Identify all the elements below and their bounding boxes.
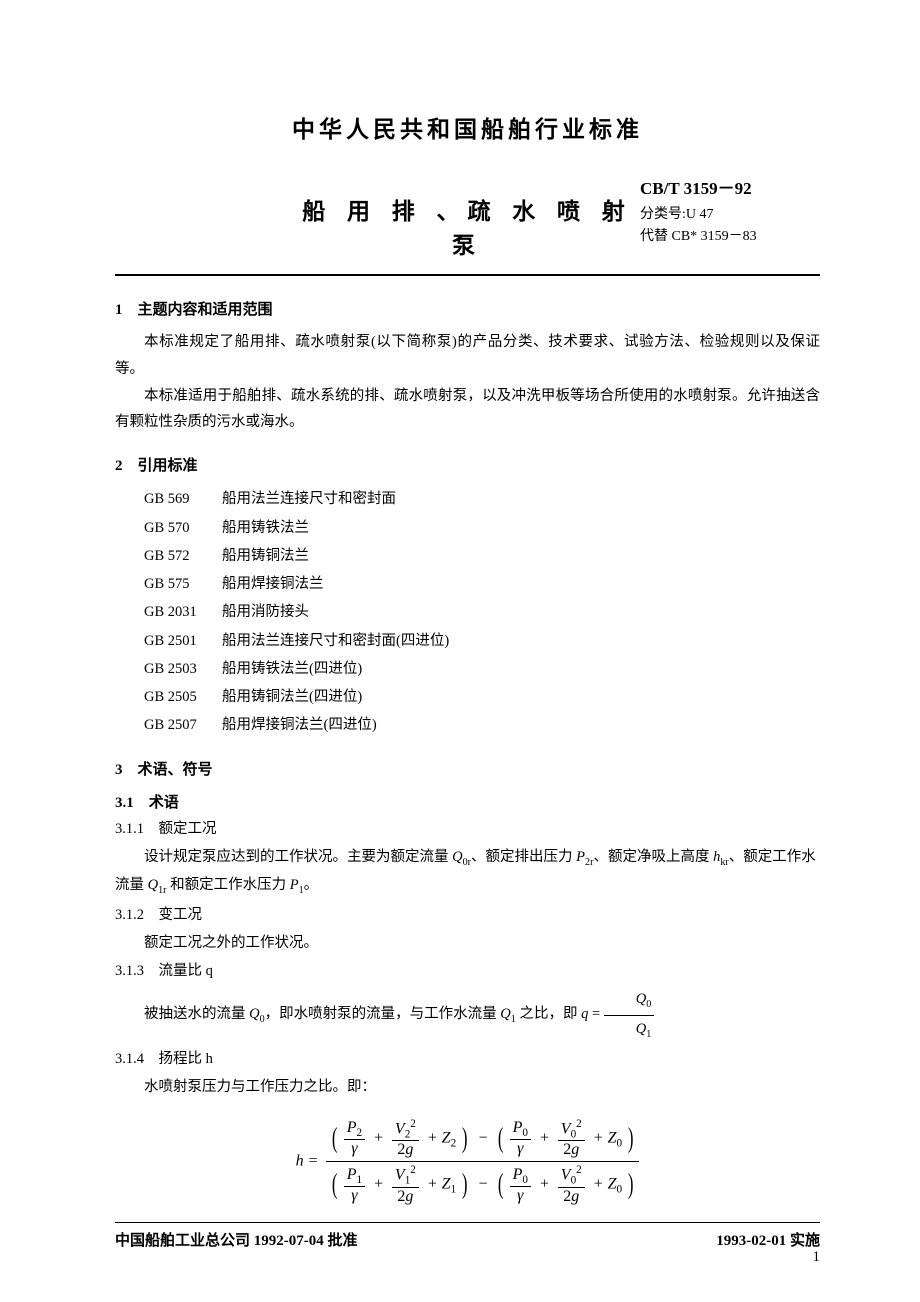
ref-code: GB 569 — [144, 485, 222, 513]
page-number: 1 — [813, 1249, 821, 1266]
term-heading: 3.1.3 流量比 q — [115, 958, 820, 984]
s1-paragraph-2: 本标准适用于船舶排、疏水系统的排、疏水喷射泵，以及冲洗甲板等场合所使用的水喷射泵… — [115, 383, 820, 437]
symbol-q0r: Q — [452, 849, 462, 865]
ref-code: GB 2505 — [144, 683, 222, 711]
reference-list: GB 569船用法兰连接尺寸和密封面 GB 570船用铸铁法兰 GB 572船用… — [144, 485, 820, 739]
ref-title: 船用铸铁法兰 — [222, 514, 309, 542]
ref-title: 船用焊接铜法兰(四进位) — [222, 711, 377, 739]
supersedes-label: 代替 CB* 3159－83 — [640, 226, 820, 248]
standard-org-title: 中华人民共和国船舶行业标准 — [115, 110, 820, 144]
section-3-1-heading: 3.1 术语 — [115, 791, 820, 812]
ref-title: 船用法兰连接尺寸和密封面 — [222, 485, 396, 513]
term-body: 水喷射泵压力与工作压力之比。即： — [115, 1074, 820, 1100]
ref-title: 船用消防接头 — [222, 598, 309, 626]
ref-code: GB 2503 — [144, 655, 222, 683]
formula-q-ratio: Q0Q1 — [604, 986, 655, 1043]
ref-code: GB 2031 — [144, 598, 222, 626]
ref-item: GB 2031船用消防接头 — [144, 598, 820, 626]
classification-number: 分类号:U 47 — [640, 204, 820, 226]
term-3-1-2: 3.1.2 变工况 额定工况之外的工作状况。 — [115, 902, 820, 956]
ref-code: GB 2501 — [144, 627, 222, 655]
term-body: 额定工况之外的工作状况。 — [115, 930, 820, 956]
effective-date-text: 1993-02-01 实施 — [716, 1229, 820, 1250]
ref-item: GB 572船用铸铜法兰 — [144, 542, 820, 570]
ref-title: 船用铸铁法兰(四进位) — [222, 655, 362, 683]
term-body: 被抽送水的流量 Q0，即水喷射泵的流量，与工作水流量 Q1 之比，即 q = Q… — [115, 986, 820, 1043]
document-title: 船 用 排 、疏 水 喷 射 泵 — [295, 174, 640, 260]
document-header: 船 用 排 、疏 水 喷 射 泵 CB/T 3159－92 分类号:U 47 代… — [115, 174, 820, 260]
ref-title: 船用铸铜法兰(四进位) — [222, 683, 362, 711]
ref-title: 船用法兰连接尺寸和密封面(四进位) — [222, 627, 449, 655]
header-rule — [115, 274, 820, 276]
section-1-body: 本标准规定了船用排、疏水喷射泵(以下简称泵)的产品分类、技术要求、试验方法、检验… — [115, 329, 820, 436]
document-page: 中华人民共和国船舶行业标准 船 用 排 、疏 水 喷 射 泵 CB/T 3159… — [0, 0, 920, 1302]
term-3-1-3: 3.1.3 流量比 q 被抽送水的流量 Q0，即水喷射泵的流量，与工作水流量 Q… — [115, 958, 820, 1043]
section-1-heading: 1 主题内容和适用范围 — [115, 298, 820, 319]
symbol-p2r: P — [576, 849, 585, 865]
document-meta: CB/T 3159－92 分类号:U 47 代替 CB* 3159－83 — [640, 176, 820, 248]
ref-code: GB 2507 — [144, 711, 222, 739]
section-3-heading: 3 术语、符号 — [115, 758, 820, 779]
ref-item: GB 570船用铸铁法兰 — [144, 514, 820, 542]
ref-item: GB 575船用焊接铜法兰 — [144, 570, 820, 598]
ref-title: 船用铸铜法兰 — [222, 542, 309, 570]
term-3-1-4: 3.1.4 扬程比 h 水喷射泵压力与工作压力之比。即： — [115, 1046, 820, 1100]
approval-text: 中国船舶工业总公司 1992-07-04 批准 — [115, 1229, 358, 1250]
symbol-q1r: Q — [148, 877, 158, 893]
term-body: 设计规定泵应达到的工作状况。主要为额定流量 Q0r、额定排出压力 P2r、额定净… — [115, 844, 820, 900]
term-heading: 3.1.1 额定工况 — [115, 816, 820, 842]
ref-item: GB 2507船用焊接铜法兰(四进位) — [144, 711, 820, 739]
s1-paragraph-1: 本标准规定了船用排、疏水喷射泵(以下简称泵)的产品分类、技术要求、试验方法、检验… — [115, 329, 820, 383]
standard-code: CB/T 3159－92 — [640, 176, 820, 202]
footer-rule — [115, 1222, 820, 1223]
ref-item: GB 2505船用铸铜法兰(四进位) — [144, 683, 820, 711]
formula-h-ratio: h = ( P2γ + V222g + Z2 ) − ( P0γ + V022g… — [115, 1116, 820, 1208]
ref-item: GB 2501船用法兰连接尺寸和密封面(四进位) — [144, 627, 820, 655]
ref-title: 船用焊接铜法兰 — [222, 570, 324, 598]
ref-code: GB 575 — [144, 570, 222, 598]
ref-code: GB 572 — [144, 542, 222, 570]
ref-item: GB 2503船用铸铁法兰(四进位) — [144, 655, 820, 683]
section-2-heading: 2 引用标准 — [115, 454, 820, 475]
ref-code: GB 570 — [144, 514, 222, 542]
term-3-1-1: 3.1.1 额定工况 设计规定泵应达到的工作状况。主要为额定流量 Q0r、额定排… — [115, 816, 820, 900]
ref-item: GB 569船用法兰连接尺寸和密封面 — [144, 485, 820, 513]
term-heading: 3.1.2 变工况 — [115, 902, 820, 928]
page-footer: 中国船舶工业总公司 1992-07-04 批准 1993-02-01 实施 — [115, 1229, 820, 1250]
term-heading: 3.1.4 扬程比 h — [115, 1046, 820, 1072]
symbol-p1: P — [290, 877, 299, 893]
